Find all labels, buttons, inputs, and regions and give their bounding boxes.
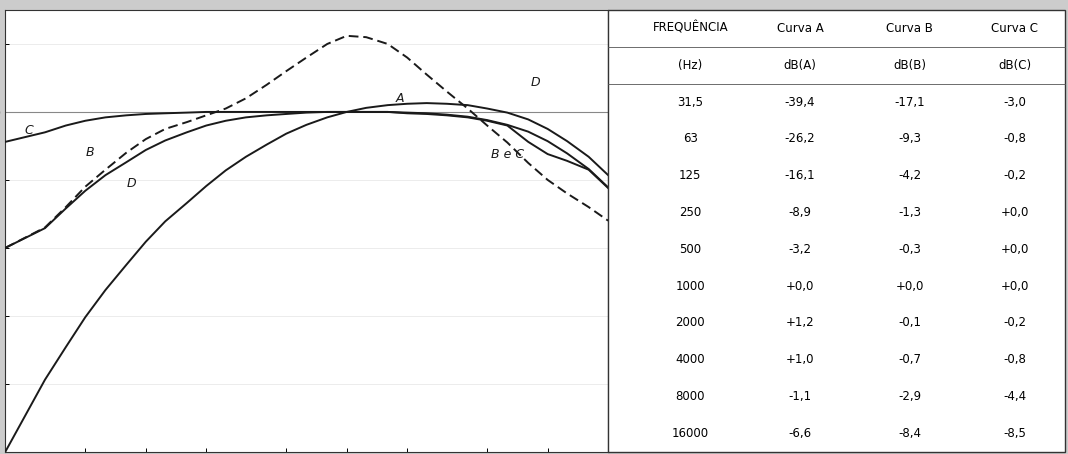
- Text: -26,2: -26,2: [785, 132, 815, 145]
- Text: +0,0: +0,0: [1001, 243, 1028, 256]
- Text: dB(B): dB(B): [893, 59, 926, 72]
- Text: -0,1: -0,1: [898, 316, 921, 330]
- Text: +0,0: +0,0: [1001, 206, 1028, 219]
- Text: 8000: 8000: [676, 390, 705, 403]
- Text: 1000: 1000: [676, 280, 705, 292]
- Text: -0,8: -0,8: [1003, 132, 1026, 145]
- Text: FREQUÊNCIA: FREQUÊNCIA: [653, 22, 728, 35]
- Text: Curva C: Curva C: [991, 22, 1038, 35]
- Text: B e C: B e C: [490, 148, 523, 161]
- Text: -8,5: -8,5: [1003, 427, 1026, 440]
- Text: (Hz): (Hz): [678, 59, 703, 72]
- Text: 4000: 4000: [676, 353, 705, 366]
- Text: +1,0: +1,0: [786, 353, 814, 366]
- Text: -4,4: -4,4: [1003, 390, 1026, 403]
- Text: -0,8: -0,8: [1003, 353, 1026, 366]
- Text: -9,3: -9,3: [898, 132, 921, 145]
- Text: -0,7: -0,7: [898, 353, 921, 366]
- Text: 31,5: 31,5: [677, 95, 704, 109]
- Text: -6,6: -6,6: [788, 427, 812, 440]
- Text: -0,2: -0,2: [1003, 169, 1026, 182]
- Text: dB(C): dB(C): [998, 59, 1031, 72]
- Text: 2000: 2000: [676, 316, 705, 330]
- Text: -1,1: -1,1: [788, 390, 812, 403]
- Text: -8,9: -8,9: [788, 206, 812, 219]
- Text: -0,3: -0,3: [898, 243, 921, 256]
- Text: -2,9: -2,9: [898, 390, 921, 403]
- Text: -4,2: -4,2: [898, 169, 921, 182]
- Text: +1,2: +1,2: [786, 316, 814, 330]
- Text: -0,2: -0,2: [1003, 316, 1026, 330]
- Text: -1,3: -1,3: [898, 206, 921, 219]
- Text: Curva B: Curva B: [886, 22, 933, 35]
- Text: -17,1: -17,1: [894, 95, 925, 109]
- Text: -39,4: -39,4: [785, 95, 815, 109]
- Text: -3,0: -3,0: [1003, 95, 1026, 109]
- Text: -3,2: -3,2: [788, 243, 812, 256]
- Text: 63: 63: [682, 132, 697, 145]
- Text: Curva A: Curva A: [776, 22, 823, 35]
- Text: +0,0: +0,0: [1001, 280, 1028, 292]
- Text: D: D: [531, 76, 540, 89]
- Text: B: B: [85, 146, 94, 159]
- Text: +0,0: +0,0: [895, 280, 924, 292]
- Text: +0,0: +0,0: [786, 280, 814, 292]
- Text: A: A: [395, 92, 404, 105]
- Text: 125: 125: [679, 169, 702, 182]
- Text: C: C: [25, 123, 33, 137]
- Text: -8,4: -8,4: [898, 427, 921, 440]
- Text: D: D: [126, 177, 136, 190]
- Text: dB(A): dB(A): [784, 59, 816, 72]
- Text: -16,1: -16,1: [785, 169, 815, 182]
- Text: 16000: 16000: [672, 427, 709, 440]
- Text: 250: 250: [679, 206, 702, 219]
- Text: 500: 500: [679, 243, 702, 256]
